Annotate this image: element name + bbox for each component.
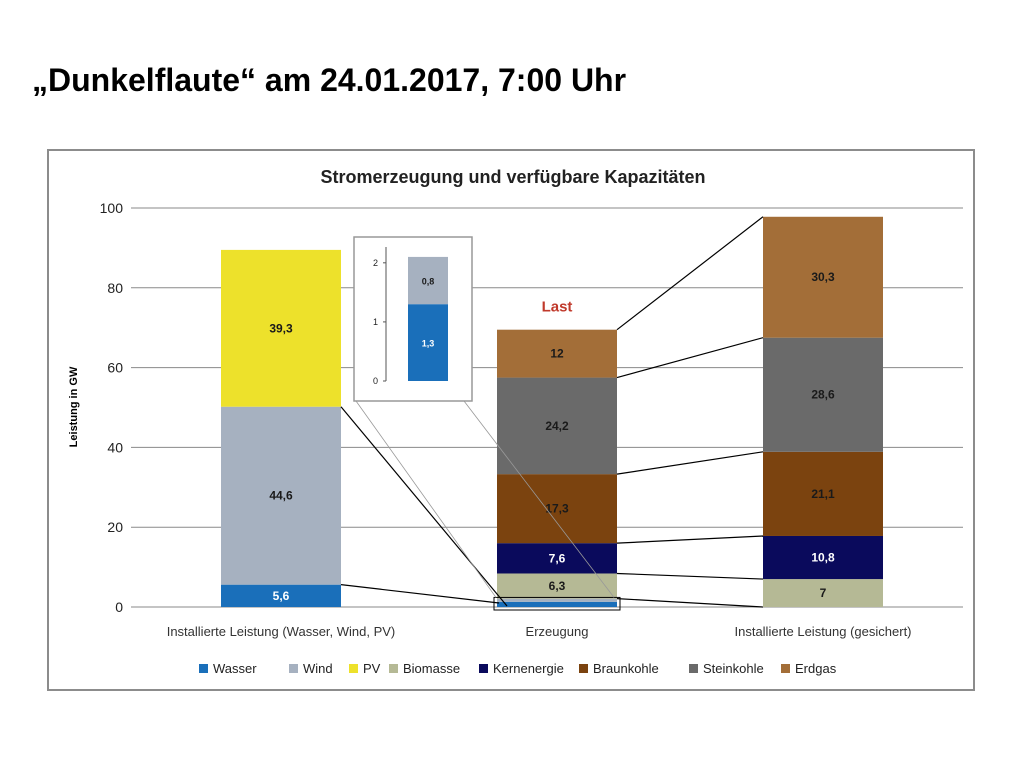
legend-label-wasser: Wasser [213, 661, 257, 676]
legend-swatch-wasser [199, 664, 208, 673]
data-label: 17,3 [545, 502, 569, 516]
bar-segment-kernenergie [763, 535, 883, 580]
y-axis-ticks: 0 20 40 60 80 100 [100, 200, 124, 615]
legend-swatch-braunkohle [579, 664, 588, 673]
x-tick-label: Installierte Leistung (Wasser, Wind, PV) [167, 624, 396, 639]
connector-line [616, 337, 764, 379]
connector-line [616, 216, 764, 331]
zoom-box [493, 596, 621, 611]
legend: Wasser Wind PV Biomasse Kernenergie Braunkohl… [199, 661, 837, 676]
bar-segment-erdgas [497, 329, 617, 378]
bar-segment-biomasse [763, 579, 883, 607]
x-tick-label: Installierte Leistung (gesichert) [734, 624, 911, 639]
legend-swatch-wind [289, 664, 298, 673]
legend-label-biomasse: Biomasse [403, 661, 460, 676]
data-label: 24,2 [545, 419, 569, 433]
inset-y-tick-label: 0 [373, 376, 378, 386]
segment-label-layer: 5,644,639,36,37,617,324,212710,821,128,6… [269, 270, 835, 603]
legend-label-kernenergie: Kernenergie [493, 661, 564, 676]
legend-swatch-pv [349, 664, 358, 673]
y-tick-label: 80 [107, 280, 123, 296]
bar-segment-wasser [221, 584, 341, 607]
legend-label-wind: Wind [303, 661, 333, 676]
data-label: 28,6 [811, 388, 835, 402]
connector-line [616, 572, 764, 580]
legend-label-braunkohle: Braunkohle [593, 661, 659, 676]
data-label: 6,3 [549, 579, 566, 593]
slide-title: „Dunkelflaute“ am 24.01.2017, 7:00 Uhr [32, 62, 627, 98]
inset-link [463, 400, 615, 598]
inset-data-label: 0,8 [422, 277, 435, 287]
bar-segment-wind [497, 598, 617, 602]
y-tick-label: 20 [107, 519, 123, 535]
x-axis-ticks: Installierte Leistung (Wasser, Wind, PV)… [167, 624, 912, 639]
y-axis-label: Leistung in GW [68, 366, 80, 447]
connector-layer [340, 216, 764, 611]
bar-segment-biomasse [497, 573, 617, 599]
chart-title: Stromerzeugung und verfügbare Kapazitäte… [320, 167, 705, 187]
connector-line [616, 598, 764, 608]
data-label: 30,3 [811, 270, 835, 284]
data-label: 12 [550, 347, 564, 361]
y-tick-label: 100 [100, 200, 124, 216]
y-tick-label: 40 [107, 439, 123, 455]
inset-data-label: 1,3 [422, 339, 435, 349]
inset-link [355, 400, 497, 598]
bar-segment-steinkohle [763, 337, 883, 452]
inset-y-tick-label: 2 [373, 258, 378, 268]
x-tick-label: Erzeugung [526, 624, 589, 639]
legend-swatch-biomasse [389, 664, 398, 673]
data-label: 7,6 [549, 551, 566, 565]
bar-segment-kernenergie [497, 543, 617, 574]
y-tick-label: 60 [107, 360, 123, 376]
bar-segment-pv [221, 249, 341, 407]
inset-y-tick-label: 1 [373, 317, 378, 327]
y-tick-label: 0 [115, 599, 123, 615]
inset-bar-wind [408, 256, 448, 305]
connector-line [616, 535, 764, 544]
data-label: 7 [820, 586, 827, 600]
chart-svg: Stromerzeugung und verfügbare Kapazitäte… [68, 167, 963, 676]
connector-line [340, 406, 508, 607]
bar-segment-steinkohle [497, 377, 617, 475]
legend-label-pv: PV [363, 661, 381, 676]
legend-swatch-kernenergie [479, 664, 488, 673]
data-label: 21,1 [811, 487, 835, 501]
legend-label-steinkohle: Steinkohle [703, 661, 764, 676]
data-label: 39,3 [269, 321, 293, 335]
data-label: 10,8 [811, 551, 835, 565]
connector-line [340, 584, 500, 604]
legend-label-erdgas: Erdgas [795, 661, 837, 676]
legend-swatch-steinkohle [689, 664, 698, 673]
bar-segment-wind [221, 406, 341, 585]
bar-layer [221, 216, 883, 607]
chart-frame: Stromerzeugung und verfügbare Kapazitäte… [47, 149, 975, 691]
inset-bar-wasser [408, 304, 448, 381]
legend-swatch-erdgas [781, 664, 790, 673]
bar-segment-wasser [497, 601, 617, 607]
data-label: 5,6 [273, 589, 290, 603]
data-label: 44,6 [269, 489, 293, 503]
bar-segment-braunkohle [763, 451, 883, 536]
connector-line [616, 451, 764, 475]
last-annotation: Last [542, 299, 573, 316]
bar-segment-braunkohle [497, 474, 617, 544]
bar-segment-erdgas [763, 216, 883, 338]
